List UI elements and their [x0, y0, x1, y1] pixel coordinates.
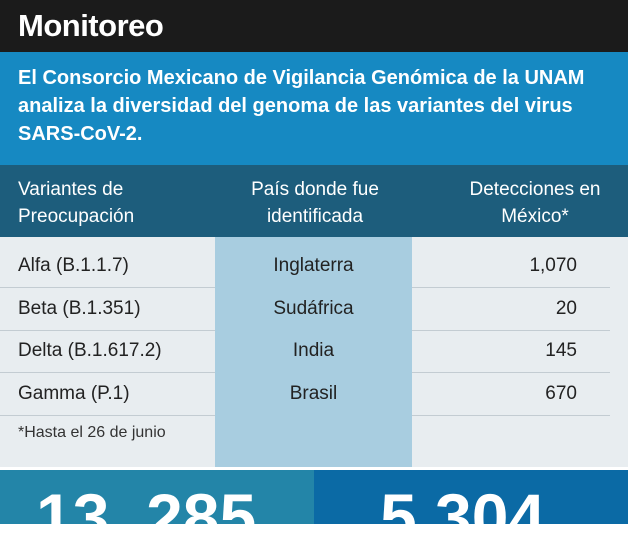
cell: 1,070	[529, 255, 577, 276]
total-number: 5,304	[380, 480, 546, 554]
cell: Delta (B.1.617.2)	[18, 340, 162, 361]
row-separator	[0, 287, 215, 288]
cell: Sudáfrica	[273, 297, 354, 319]
column-header: País donde fue identificada	[251, 179, 379, 227]
cell: Alfa (B.1.1.7)	[18, 255, 129, 276]
footnote: *Hasta el 26 de junio	[18, 424, 166, 441]
column-header: Detecciones en México*	[469, 179, 601, 227]
cell: Inglaterra	[273, 255, 354, 276]
cell: Gamma (P.1)	[18, 382, 130, 404]
intro-text: El Consorcio Mexicano de Vigilancia Genó…	[18, 67, 585, 145]
total-panel	[0, 470, 314, 524]
row-separator	[412, 414, 610, 416]
row-separator	[412, 287, 610, 288]
cell: 670	[545, 382, 577, 404]
title: Monitoreo	[18, 8, 164, 43]
row-separator	[0, 329, 215, 331]
cell: Beta (B.1.351)	[18, 297, 141, 319]
column-header: Variantes de Preocupación	[18, 179, 135, 227]
cell: 145	[545, 340, 577, 361]
row-separator	[412, 329, 610, 331]
table-header	[0, 165, 628, 237]
page: Monitoreo El Consorcio Mexicano de Vigil…	[0, 0, 628, 524]
cell: India	[292, 340, 335, 361]
row-separator	[0, 414, 215, 416]
cell: 20	[555, 297, 577, 319]
total-panel	[314, 470, 628, 524]
row-separator	[0, 372, 215, 373]
row-separator	[412, 372, 610, 373]
header-bar	[0, 0, 628, 52]
column-highlight	[215, 237, 412, 467]
total-number: 13, 285	[36, 480, 257, 554]
cell: Brasil	[289, 382, 338, 404]
intro-band	[0, 52, 628, 165]
